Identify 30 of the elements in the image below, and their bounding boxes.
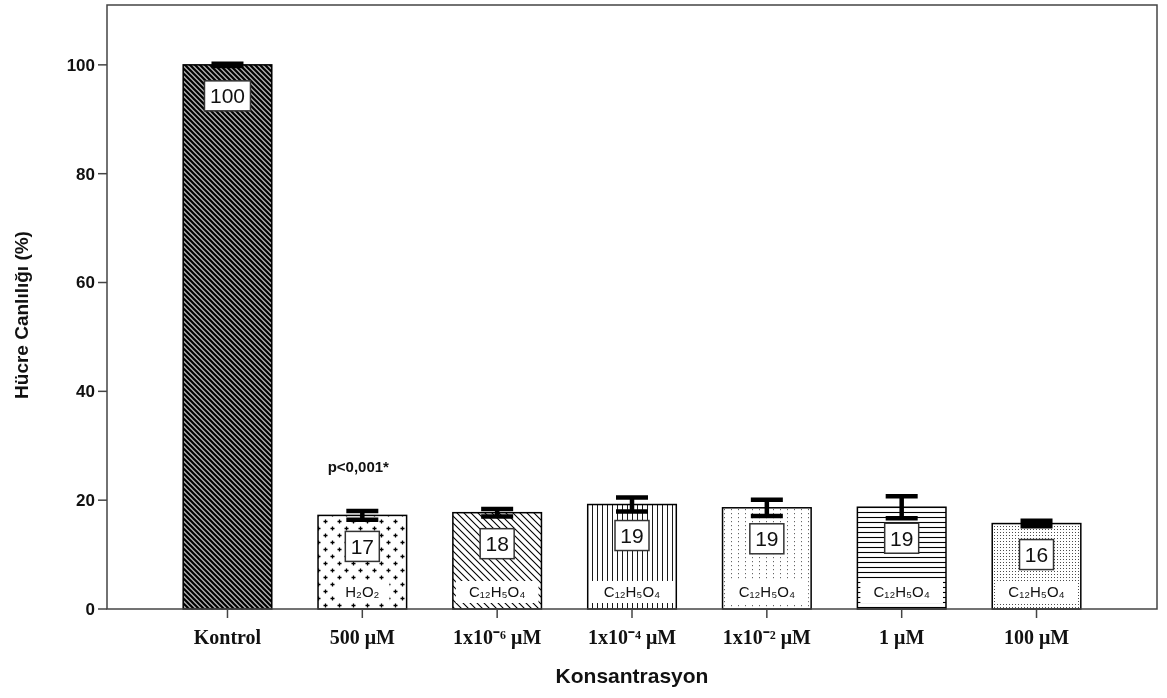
x-tick-label: 1x10⁻² μM — [722, 626, 812, 649]
annotation: C₁₂H₅O₄ — [1008, 583, 1065, 601]
annotation: p<0,001* — [327, 457, 390, 475]
data-label: 19 — [890, 526, 914, 550]
data-label: 18 — [485, 532, 509, 556]
data-label: 19 — [755, 527, 779, 551]
y-tick-label: 80 — [76, 164, 95, 184]
x-axis-title: Konsantrasyon — [555, 664, 709, 687]
data-label: 100 — [209, 84, 245, 108]
annotation: C₁₂H₅O₄ — [468, 583, 526, 601]
x-tick-label: 1 μM — [879, 626, 925, 649]
y-tick-label: 20 — [76, 491, 95, 511]
x-tick-label: 100 μM — [1003, 626, 1070, 649]
data-label: 17 — [350, 534, 374, 558]
x-tick-label: 1x10⁻⁴ μM — [587, 626, 677, 649]
annotation: C₁₂H₅O₄ — [873, 583, 930, 601]
y-axis-title: Hücre Canlılığı (%) — [11, 231, 32, 399]
bar — [182, 64, 273, 610]
y-tick-label: 60 — [76, 273, 95, 293]
annotation: H₂O₂ — [345, 583, 380, 601]
data-label: 19 — [620, 524, 644, 548]
data-label: 16 — [1024, 543, 1049, 567]
x-tick-label: Kontrol — [193, 626, 262, 648]
y-tick-label: 100 — [66, 55, 95, 75]
y-tick-label: 40 — [76, 382, 95, 402]
annotation: C₁₂H₅O₄ — [603, 583, 661, 601]
y-tick-label: 0 — [85, 599, 95, 619]
annotation: C₁₂H₅O₄ — [738, 583, 796, 601]
x-tick-label: 1x10⁻⁶ μM — [453, 626, 542, 649]
x-tick-label: 500 μM — [329, 626, 396, 649]
